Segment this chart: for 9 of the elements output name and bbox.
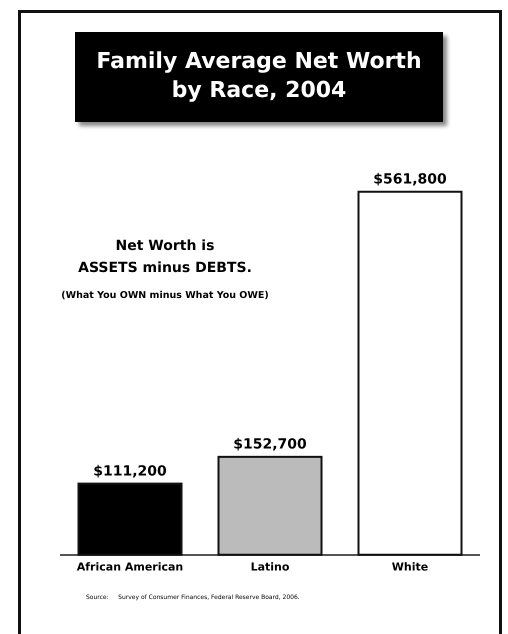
- annotation: Net Worth is ASSETS minus DEBTS.: [77, 237, 253, 278]
- data-label: $561,800: [373, 171, 448, 188]
- x-tick-label: White: [392, 560, 428, 574]
- x-tick-label: African American: [76, 560, 184, 574]
- data-label: $152,700: [233, 436, 308, 452]
- annotation: (What You OWN minus What You OWE): [60, 290, 270, 301]
- data-label: $111,200: [93, 463, 168, 480]
- chart-title: Family Average Net Worth by Race, 2004: [75, 32, 443, 122]
- x-tick-label: Latino: [250, 560, 290, 574]
